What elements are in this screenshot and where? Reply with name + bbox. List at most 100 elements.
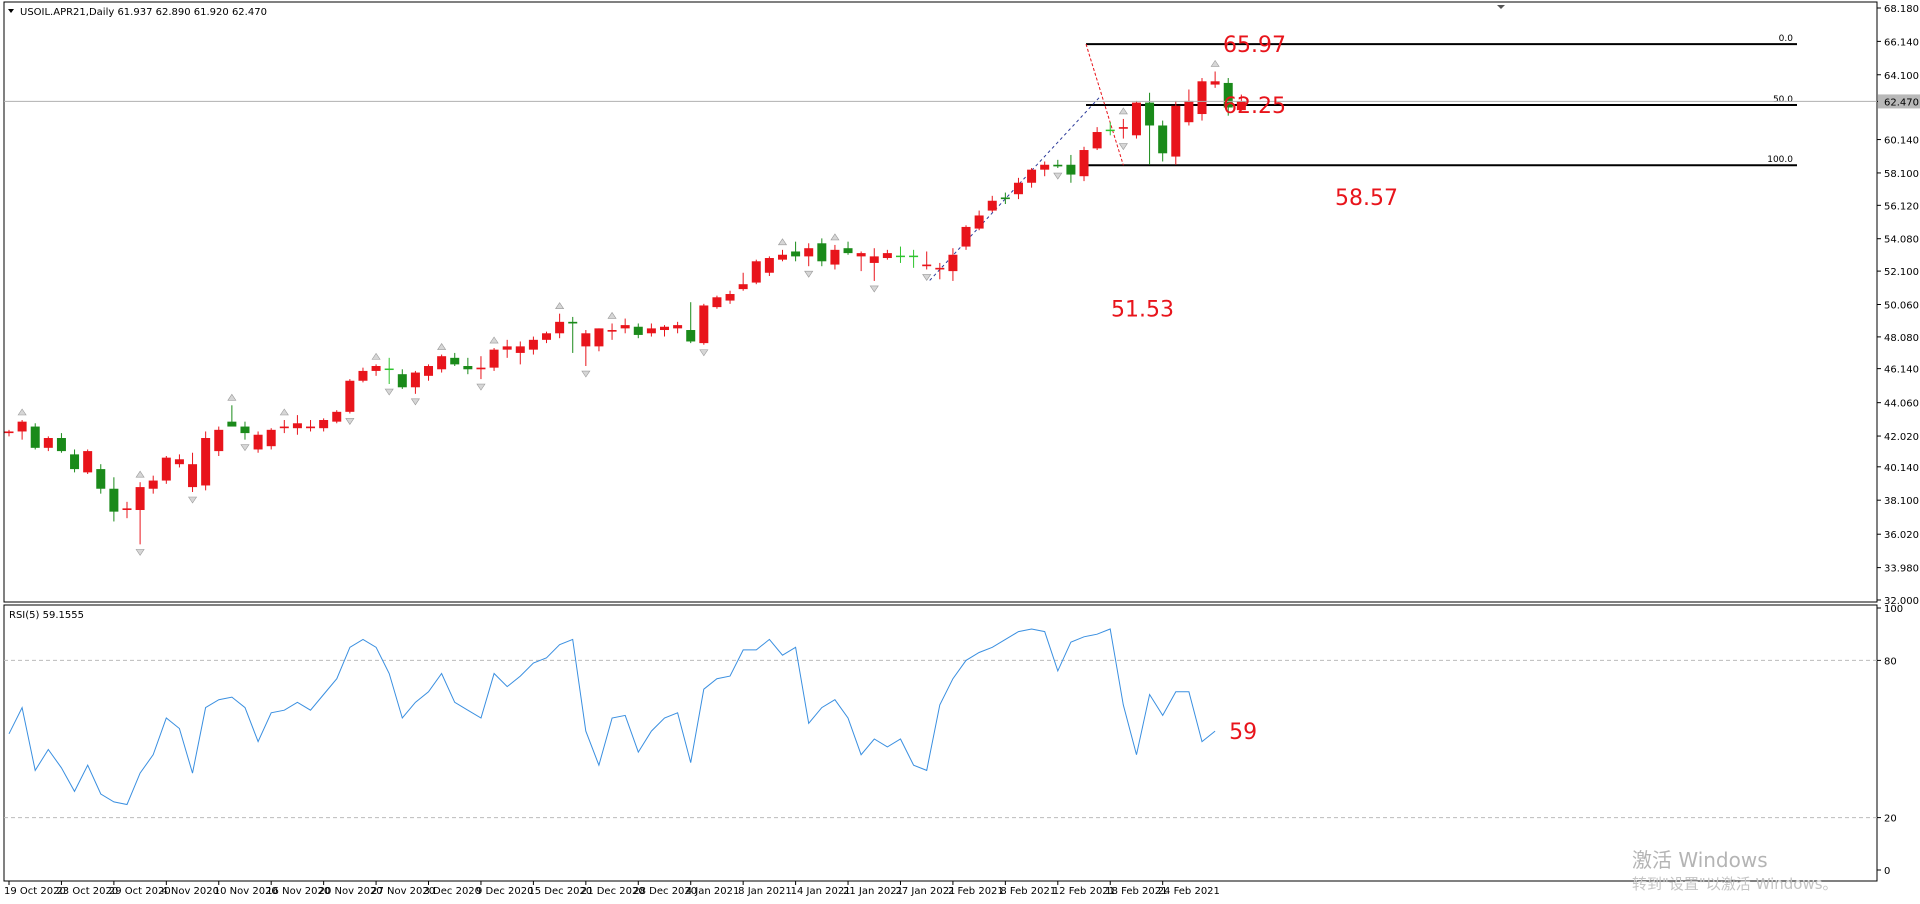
candle[interactable]	[987, 195, 997, 213]
candle[interactable]	[240, 421, 250, 440]
candle[interactable]	[345, 379, 355, 414]
candle[interactable]	[1118, 118, 1128, 139]
candle[interactable]	[1145, 92, 1155, 165]
candle[interactable]	[1079, 146, 1089, 182]
candle[interactable]	[1158, 120, 1168, 162]
candle[interactable]	[542, 331, 552, 344]
candle[interactable]	[1105, 122, 1115, 136]
candle[interactable]	[1197, 78, 1207, 121]
candle[interactable]	[1000, 192, 1010, 205]
candle[interactable]	[332, 410, 342, 424]
candle[interactable]	[961, 225, 971, 250]
candle[interactable]	[646, 323, 656, 337]
candle[interactable]	[909, 249, 919, 268]
candle[interactable]	[463, 357, 473, 375]
candle[interactable]	[712, 295, 722, 309]
candle[interactable]	[1013, 177, 1023, 200]
candle[interactable]	[410, 370, 420, 394]
candle[interactable]	[1223, 78, 1233, 116]
candle[interactable]	[1040, 161, 1050, 177]
candle[interactable]	[791, 241, 801, 262]
candle[interactable]	[895, 246, 905, 263]
candle[interactable]	[253, 431, 263, 453]
candle[interactable]	[1131, 100, 1141, 139]
candle[interactable]	[1184, 89, 1194, 126]
candle[interactable]	[201, 431, 211, 491]
candle[interactable]	[699, 303, 709, 345]
candle[interactable]	[214, 426, 224, 457]
candle[interactable]	[751, 259, 761, 285]
candle[interactable]	[686, 302, 696, 344]
candle[interactable]	[319, 418, 329, 432]
rsi-line[interactable]	[8, 628, 1216, 806]
candle[interactable]	[1210, 71, 1220, 88]
candle[interactable]	[660, 325, 669, 337]
candle[interactable]	[384, 357, 394, 385]
candle[interactable]	[817, 238, 827, 267]
candle[interactable]	[843, 241, 853, 255]
candle[interactable]	[1236, 94, 1246, 111]
candle[interactable]	[83, 449, 93, 475]
candle[interactable]	[804, 243, 814, 267]
candle[interactable]	[358, 367, 368, 383]
candle[interactable]	[70, 449, 80, 473]
candle[interactable]	[856, 251, 866, 272]
candle[interactable]	[1171, 100, 1181, 165]
candle[interactable]	[581, 330, 591, 367]
candle[interactable]	[764, 256, 774, 277]
candle[interactable]	[673, 321, 683, 334]
candle[interactable]	[1027, 168, 1037, 188]
candle[interactable]	[292, 415, 302, 435]
candle[interactable]	[306, 420, 316, 432]
candle[interactable]	[122, 501, 132, 519]
candle[interactable]	[161, 456, 171, 484]
candle[interactable]	[607, 323, 617, 340]
candle[interactable]	[56, 433, 66, 453]
candle[interactable]	[515, 341, 525, 365]
candle[interactable]	[4, 429, 14, 437]
candle[interactable]	[17, 420, 27, 440]
candle[interactable]	[738, 272, 748, 291]
candle[interactable]	[830, 244, 840, 270]
candle[interactable]	[489, 348, 499, 371]
candle[interactable]	[502, 339, 512, 358]
candle[interactable]	[30, 423, 40, 450]
candle[interactable]	[437, 354, 447, 373]
candle[interactable]	[974, 210, 984, 231]
candle[interactable]	[869, 248, 879, 281]
candle[interactable]	[1092, 127, 1102, 151]
header-dropdown-icon[interactable]	[8, 9, 14, 13]
candle[interactable]	[594, 328, 604, 352]
candle[interactable]	[935, 262, 945, 280]
scroll-marker-icon[interactable]	[1497, 5, 1505, 9]
candle[interactable]	[424, 364, 434, 381]
candle[interactable]	[148, 475, 158, 494]
candle[interactable]	[174, 454, 184, 468]
candle[interactable]	[96, 464, 106, 494]
candle[interactable]	[777, 249, 787, 262]
candle[interactable]	[568, 316, 578, 353]
candle[interactable]	[279, 420, 289, 434]
candle[interactable]	[555, 313, 565, 339]
candle[interactable]	[620, 318, 630, 334]
candle[interactable]	[476, 356, 486, 380]
candle[interactable]	[266, 428, 276, 450]
candle[interactable]	[227, 405, 237, 427]
candle[interactable]	[1053, 159, 1063, 169]
candle[interactable]	[528, 336, 538, 355]
candle[interactable]	[948, 248, 958, 281]
candle[interactable]	[922, 251, 932, 270]
candle[interactable]	[882, 249, 892, 260]
candle[interactable]	[1066, 154, 1076, 183]
candle[interactable]	[135, 482, 145, 545]
candle[interactable]	[188, 452, 198, 493]
candle[interactable]	[633, 323, 643, 339]
candle[interactable]	[109, 477, 119, 522]
candle[interactable]	[450, 352, 460, 367]
candle[interactable]	[397, 369, 407, 389]
candle[interactable]	[43, 436, 53, 452]
candle[interactable]	[725, 290, 735, 304]
candle[interactable]	[371, 364, 381, 376]
